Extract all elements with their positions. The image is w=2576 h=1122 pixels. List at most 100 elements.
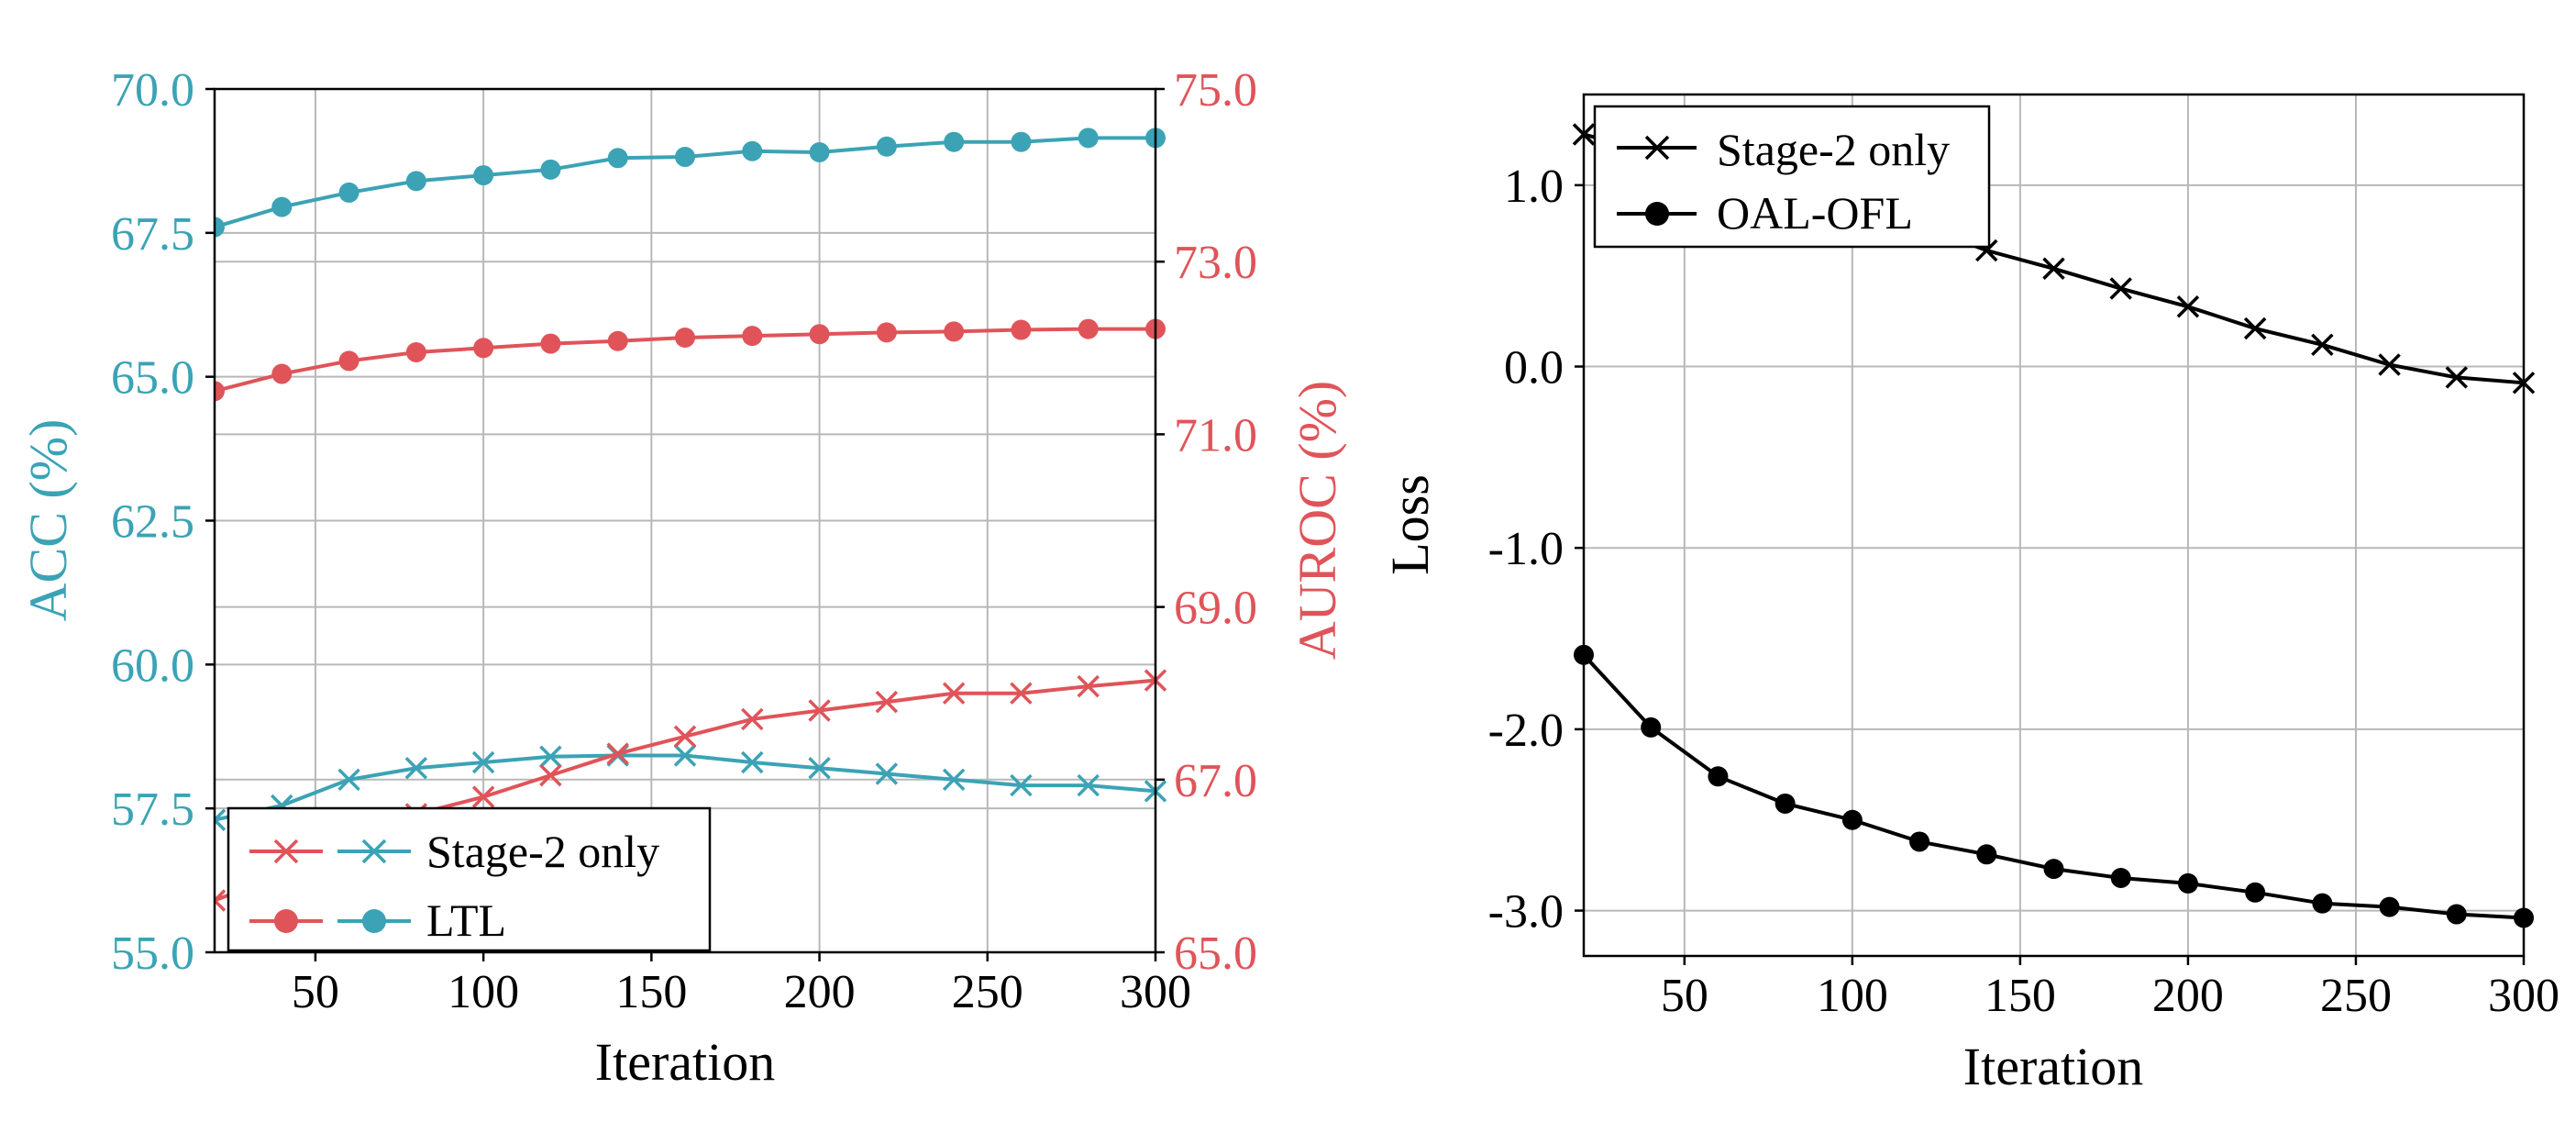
left-legend-label-ltl: LTL bbox=[426, 894, 506, 946]
left-xtick-label: 50 bbox=[292, 966, 339, 1018]
acc-ltl-point bbox=[944, 131, 965, 152]
acc-stage2-point bbox=[539, 745, 562, 768]
right-legend-marker-oal bbox=[1645, 202, 1669, 226]
auroc-ltl-point bbox=[944, 321, 965, 342]
left-legend-box bbox=[227, 806, 712, 952]
left-chart-ylabel: ACC (%) bbox=[18, 419, 78, 622]
left-chart-xlabel: Iteration bbox=[595, 1032, 775, 1092]
left-legend-marker-ltl-auroc bbox=[274, 909, 298, 933]
auroc-stage2-point bbox=[673, 725, 697, 748]
auroc-ltl-point bbox=[271, 363, 293, 384]
left-legend-marks bbox=[249, 839, 411, 933]
left-xtick-label: 250 bbox=[952, 966, 1023, 1018]
loss-oal-ofl-point bbox=[2043, 859, 2064, 880]
right-chart-frame bbox=[1582, 93, 2526, 958]
left-y2tick-label: 65.0 bbox=[1174, 928, 1257, 980]
acc-stage2-point bbox=[875, 762, 899, 785]
acc-ltl-point bbox=[405, 171, 426, 192]
auroc-stage2-point bbox=[606, 742, 629, 765]
left-legend-marker-ltl-acc bbox=[362, 909, 386, 933]
acc-stage2-point bbox=[1077, 773, 1100, 797]
loss-stage2-point bbox=[2243, 317, 2267, 340]
acc-auroc-chart: 50 100 150 200 250 300 55.0 57.5 60.0 62.5 65.0 67.… bbox=[18, 64, 1347, 1092]
right-ytick-label: -2.0 bbox=[1488, 705, 1564, 757]
acc-ltl-point bbox=[1078, 128, 1099, 149]
loss-oal-ofl-point bbox=[1708, 766, 1729, 787]
loss-oal-ofl-point bbox=[2245, 882, 2266, 903]
auroc-ltl-point bbox=[876, 322, 897, 343]
loss-oal-ofl-point bbox=[2446, 904, 2467, 925]
left-chart-series bbox=[215, 128, 1167, 912]
acc-ltl-point bbox=[675, 147, 695, 168]
acc-ltl-point bbox=[473, 165, 494, 186]
auroc-stage2-point bbox=[808, 699, 831, 722]
acc-stage2-point bbox=[942, 768, 966, 792]
left-chart-ticks: 50 100 150 200 250 300 55.0 57.5 60.0 62.5 65.0 67.… bbox=[111, 64, 1257, 1018]
loss-stage2-point bbox=[2176, 295, 2200, 318]
auroc-ltl-point bbox=[809, 324, 830, 345]
right-ytick-label: 1.0 bbox=[1504, 161, 1564, 213]
loss-oal-ofl-point bbox=[1976, 844, 1997, 865]
loss-oal-ofl-point bbox=[1841, 809, 1863, 830]
auroc-ltl-point bbox=[1011, 319, 1032, 340]
acc-stage2-point bbox=[337, 768, 360, 792]
left-y2tick-label: 69.0 bbox=[1174, 583, 1257, 635]
right-xtick-label: 150 bbox=[1985, 970, 2056, 1022]
left-ytick-label: 70.0 bbox=[111, 64, 194, 117]
right-ytick-label: 0.0 bbox=[1504, 342, 1564, 394]
auroc-stage2-point bbox=[942, 682, 966, 705]
left-legend-label-stage2: Stage-2 only bbox=[426, 826, 659, 877]
acc-stage2-point bbox=[404, 757, 428, 780]
left-legend-marker-stage2-acc bbox=[361, 839, 387, 864]
acc-ltl-point bbox=[540, 159, 561, 180]
auroc-stage2-point bbox=[741, 707, 764, 731]
loss-oal-ofl-point bbox=[1641, 717, 1662, 738]
loss-oal-ofl-point bbox=[2379, 896, 2400, 917]
loss-oal-ofl-point bbox=[1774, 793, 1796, 814]
left-ytick-label: 65.0 bbox=[111, 352, 194, 405]
auroc-ltl-point bbox=[338, 350, 359, 372]
right-ytick-label: -1.0 bbox=[1488, 523, 1564, 575]
left-ytick-label: 57.5 bbox=[111, 783, 194, 836]
auroc-stage2-point bbox=[1010, 682, 1033, 705]
loss-stage2-point bbox=[2109, 277, 2132, 300]
right-xtick-label: 300 bbox=[2488, 970, 2559, 1022]
loss-oal-ofl-point bbox=[2110, 867, 2131, 888]
left-ytick-label: 62.5 bbox=[111, 496, 194, 549]
right-chart-xlabel: Iteration bbox=[1963, 1037, 2143, 1096]
left-y2tick-label: 71.0 bbox=[1174, 409, 1257, 461]
left-chart-y2label: AUROC (%) bbox=[1288, 381, 1347, 660]
acc-ltl-point bbox=[215, 217, 225, 238]
left-ytick-label: 60.0 bbox=[111, 639, 194, 692]
left-y2tick-label: 75.0 bbox=[1174, 64, 1257, 117]
auroc-stage2-point bbox=[471, 785, 495, 808]
loss-stage2-point bbox=[2378, 353, 2401, 376]
left-legend-marker-stage2-auroc bbox=[273, 839, 299, 864]
loss-stage2-point bbox=[2042, 257, 2065, 281]
left-y2tick-label: 67.0 bbox=[1174, 755, 1257, 807]
left-xtick-label: 150 bbox=[615, 966, 687, 1018]
right-xtick-label: 200 bbox=[2152, 970, 2224, 1022]
acc-ltl-point bbox=[607, 148, 628, 169]
right-xtick-label: 50 bbox=[1661, 970, 1708, 1022]
acc-ltl-point bbox=[338, 182, 359, 203]
left-chart-legend: Stage-2 only LTL bbox=[227, 806, 712, 952]
acc-ltl-point bbox=[809, 142, 830, 163]
left-xtick-label: 300 bbox=[1120, 966, 1191, 1018]
acc-ltl-point bbox=[1011, 131, 1032, 152]
auroc-ltl-point bbox=[742, 326, 763, 347]
loss-stage2-point bbox=[2311, 333, 2334, 357]
right-chart-legend: Stage-2 only OAL-OFL bbox=[1593, 105, 1991, 249]
auroc-stage2-point bbox=[1077, 674, 1100, 698]
acc-stage2-point bbox=[808, 757, 831, 780]
acc-ltl-point bbox=[742, 140, 763, 161]
auroc-stage2-point bbox=[215, 889, 227, 912]
loss-oal-ofl-series bbox=[1574, 644, 2534, 928]
left-xtick-label: 100 bbox=[448, 966, 519, 1018]
loss-oal-ofl-point bbox=[1909, 831, 1930, 852]
acc-stage2-point bbox=[673, 744, 697, 767]
left-y2tick-label: 73.0 bbox=[1174, 237, 1257, 289]
auroc-ltl-point bbox=[473, 338, 494, 359]
right-legend-label-oal: OAL-OFL bbox=[1717, 187, 1913, 239]
